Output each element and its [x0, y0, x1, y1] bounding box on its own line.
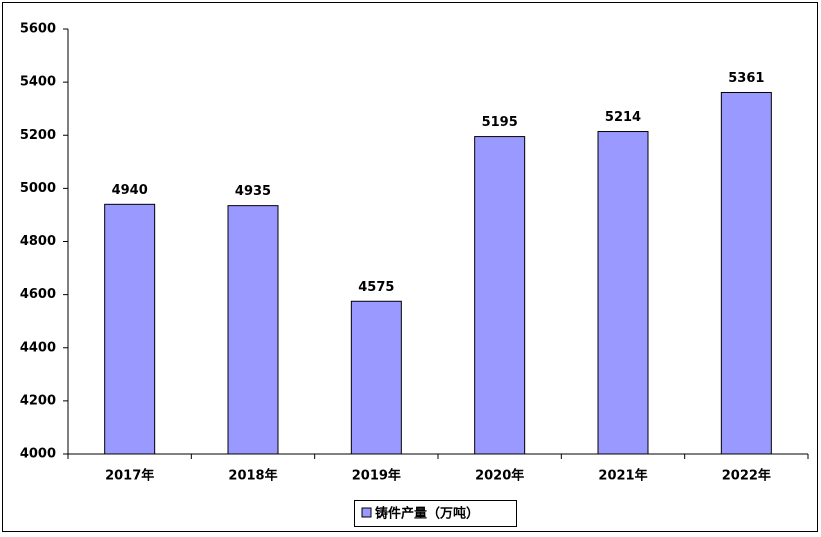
y-tick-label: 5400 — [20, 75, 56, 90]
x-tick-label: 2017年 — [105, 468, 154, 484]
data-label: 4575 — [358, 280, 394, 295]
bar — [720, 91, 772, 455]
y-tick-label: 5600 — [20, 22, 56, 37]
data-label: 5214 — [605, 110, 641, 125]
x-tick-label: 2018年 — [228, 468, 277, 484]
bar — [474, 136, 526, 455]
x-tick-label: 2019年 — [352, 468, 401, 484]
legend-swatch — [361, 507, 372, 518]
y-tick-label: 4200 — [20, 393, 56, 408]
y-tick-label: 4600 — [20, 287, 56, 302]
bar — [597, 131, 649, 455]
y-tick-label: 5000 — [20, 181, 56, 196]
bar — [104, 203, 156, 455]
x-tick-label: 2022年 — [722, 468, 771, 484]
data-label: 5195 — [482, 115, 518, 130]
x-tick-label: 2021年 — [598, 468, 647, 484]
y-tick-label: 4400 — [20, 340, 56, 355]
data-label: 5361 — [728, 71, 764, 86]
y-tick-label: 4800 — [20, 234, 56, 249]
bar — [227, 205, 279, 455]
y-tick-label: 5200 — [20, 128, 56, 143]
y-tick-label: 4000 — [20, 447, 56, 462]
bar — [350, 300, 402, 455]
legend-label: 铸件产量（万吨） — [375, 506, 479, 522]
x-tick-label: 2020年 — [475, 468, 524, 484]
legend-box — [354, 500, 517, 527]
data-label: 4940 — [112, 183, 148, 198]
data-label: 4935 — [235, 184, 271, 199]
